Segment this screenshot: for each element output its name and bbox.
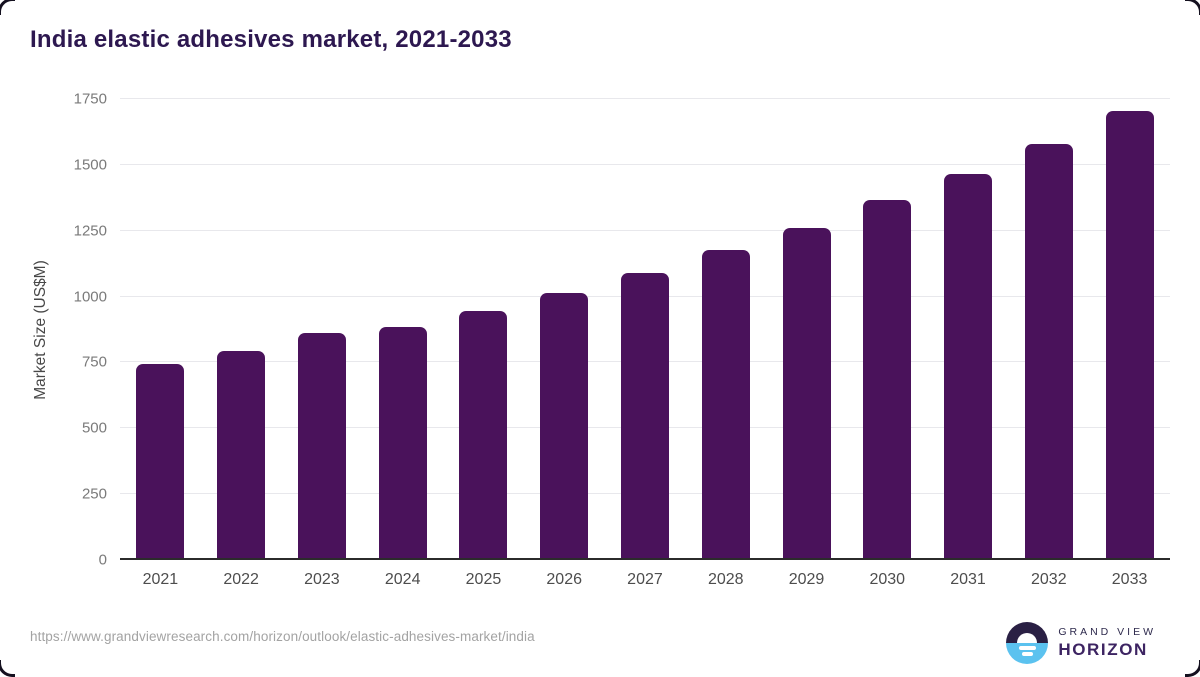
logo-text: GRAND VIEW HORIZON: [1058, 626, 1156, 660]
bar-cell-2031: [928, 99, 1009, 560]
source-url: https://www.grandviewresearch.com/horizo…: [30, 629, 535, 644]
bar-cell-2033: [1089, 99, 1170, 560]
x-tick-label-2028: 2028: [707, 571, 744, 588]
bar-2031[interactable]: [944, 174, 993, 560]
gridline-1750: [120, 98, 1170, 99]
x-tick-label-2026: 2026: [546, 571, 582, 588]
bar-2025[interactable]: [459, 311, 508, 560]
x-tick-label-2024: 2024: [384, 571, 421, 588]
y-tick-label-1500: 1500: [73, 156, 107, 174]
plot-area: 0 250 500 750 1000 1250 1500 1750: [74, 91, 1170, 569]
bar-cell-2025: [443, 99, 524, 560]
x-tick-label-2031: 2031: [950, 571, 986, 588]
bar-cell-2028: [685, 99, 766, 560]
bar-cell-2026: [524, 99, 605, 560]
grand-view-horizon-logo[interactable]: GRAND VIEW HORIZON: [1006, 622, 1156, 664]
x-tick-label-2022: 2022: [223, 571, 259, 588]
sun-dome-shape: [1017, 633, 1038, 643]
y-tick-label-750: 750: [81, 353, 107, 371]
bar-series: [120, 99, 1170, 560]
sun-reflection-bar-1: [1018, 646, 1036, 650]
bar-2022[interactable]: [217, 350, 266, 560]
bar-cell-2023: [282, 99, 363, 560]
x-tick-label-2032: 2032: [1031, 571, 1067, 588]
y-tick-label-1000: 1000: [73, 288, 107, 306]
y-tick-label-1250: 1250: [73, 222, 107, 240]
logo-brand-bottom: HORIZON: [1058, 639, 1148, 659]
x-tick-label-2027: 2027: [627, 571, 663, 588]
gridline-1250: [120, 229, 1170, 231]
bar-2030[interactable]: [863, 200, 912, 560]
bar-2027[interactable]: [620, 272, 669, 560]
y-tick-label-500: 500: [81, 419, 107, 437]
bar-2028[interactable]: [701, 250, 750, 560]
bar-cell-2024: [362, 99, 443, 560]
bar-2021[interactable]: [136, 363, 185, 560]
x-tick-label-2023: 2023: [304, 571, 340, 588]
x-tick-label-2029: 2029: [788, 571, 825, 588]
card-corner-top-left: [0, 0, 15, 15]
bar-2029[interactable]: [782, 228, 831, 560]
bar-2026[interactable]: [540, 292, 589, 560]
bar-cell-2029: [766, 99, 847, 560]
bar-2032[interactable]: [1024, 143, 1073, 560]
gridline-1500: [120, 163, 1170, 165]
chart-title: India elastic adhesives market, 2021-203…: [30, 26, 512, 53]
x-tick-label-2030: 2030: [869, 571, 906, 588]
x-axis-line: [120, 558, 1170, 560]
sun-reflection-bar-2: [1021, 652, 1033, 656]
y-axis-title: Market Size (US$M): [32, 260, 49, 400]
bar-cell-2021: [120, 99, 201, 560]
card-corner-top-right: [1185, 0, 1200, 15]
card-corner-bottom-right: [1185, 660, 1200, 677]
x-tick-label-2025: 2025: [465, 571, 502, 588]
bar-2033[interactable]: [1105, 110, 1154, 560]
bar-cell-2027: [605, 99, 686, 560]
y-tick-label-1750: 1750: [73, 90, 107, 108]
bar-cell-2022: [201, 99, 282, 560]
x-axis-labels: 2021 2022 2023 2024 2025 2026 2027 2028 2029 2030…: [120, 571, 1170, 589]
horizon-sun-icon: [1006, 622, 1049, 664]
y-tick-label-0: 0: [98, 551, 107, 569]
bar-2023[interactable]: [297, 333, 346, 560]
logo-brand-top: GRAND VIEW: [1058, 625, 1156, 638]
x-tick-label-2021: 2021: [142, 571, 179, 588]
y-tick-label-250: 250: [81, 485, 107, 503]
card-corner-bottom-left: [0, 660, 15, 677]
x-tick-label-2033: 2033: [1111, 571, 1148, 588]
bar-2024[interactable]: [378, 326, 427, 560]
bar-cell-2030: [847, 99, 928, 560]
bar-cell-2032: [1008, 99, 1089, 560]
